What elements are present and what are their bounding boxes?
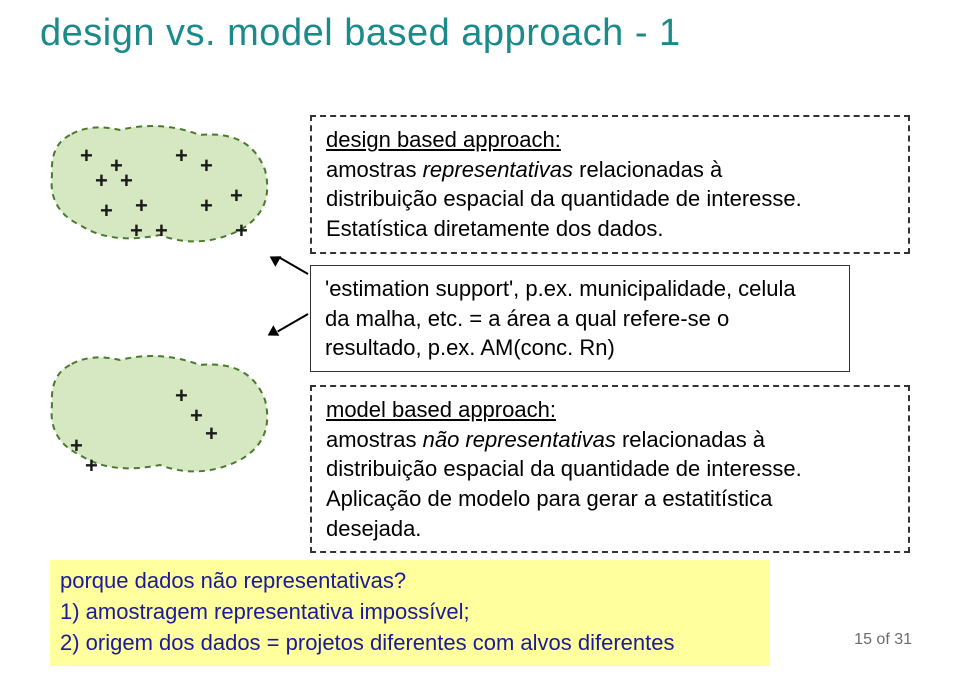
- design-cross: +: [120, 170, 133, 192]
- model-cross: +: [205, 423, 218, 445]
- box1-l2c: relacionadas à: [573, 157, 722, 182]
- slide-stage: +++++++++++++ +++++ design based approac…: [40, 55, 920, 655]
- box1-l3: distribuição espacial da quantidade de i…: [326, 184, 894, 214]
- ybox-l1: porque dados não representativas?: [60, 566, 760, 597]
- box3-l2a: amostras: [326, 427, 423, 452]
- box3-l2b: não representativas: [423, 427, 616, 452]
- design-cross: +: [175, 145, 188, 167]
- box1-l2b: representativas: [423, 157, 573, 182]
- design-cross: +: [130, 220, 143, 242]
- design-cross: +: [235, 220, 248, 242]
- slide-title: design vs. model based approach - 1: [40, 12, 920, 55]
- box2-l3: resultado, p.ex. AM(conc. Rn): [325, 333, 835, 363]
- model-cross: +: [175, 385, 188, 407]
- page-number: 15 of 31: [854, 631, 912, 649]
- ybox-l2: 1) amostragem representativa impossível;: [60, 597, 760, 628]
- arrow-2-head: [265, 325, 280, 340]
- box3-l4: Aplicação de modelo para gerar a estatit…: [326, 484, 894, 514]
- design-blob: +++++++++++++: [40, 115, 290, 265]
- design-cross: +: [100, 200, 113, 222]
- model-based-box: model based approach: amostras não repre…: [310, 385, 910, 553]
- box1-l2a: amostras: [326, 157, 423, 182]
- design-cross: +: [200, 155, 213, 177]
- design-cross: +: [95, 170, 108, 192]
- box2-l2: da malha, etc. = a área a qual refere-se…: [325, 304, 835, 334]
- design-cross: +: [230, 185, 243, 207]
- estimation-support-box: 'estimation support', p.ex. municipalida…: [310, 265, 850, 372]
- design-based-box: design based approach: amostras represen…: [310, 115, 910, 254]
- box3-l3: distribuição espacial da quantidade de i…: [326, 454, 894, 484]
- box3-l5: desejada.: [326, 514, 894, 544]
- model-cross: +: [190, 405, 203, 427]
- box3-l2c: relacionadas à: [616, 427, 765, 452]
- arrow-2-shaft: [277, 313, 308, 332]
- design-cross: +: [155, 220, 168, 242]
- model-blob: +++++: [40, 345, 290, 495]
- box1-title: design based approach:: [326, 127, 561, 152]
- box3-title: model based approach:: [326, 397, 556, 422]
- box1-l4: Estatística diretamente dos dados.: [326, 214, 894, 244]
- box2-l1: 'estimation support', p.ex. municipalida…: [325, 274, 835, 304]
- design-cross: +: [200, 195, 213, 217]
- model-cross: +: [85, 455, 98, 477]
- arrow-1-shaft: [279, 257, 309, 275]
- ybox-l3: 2) origem dos dados = projetos diferente…: [60, 628, 760, 659]
- why-not-representative-box: porque dados não representativas? 1) amo…: [50, 560, 770, 666]
- design-cross: +: [80, 145, 93, 167]
- design-cross: +: [135, 195, 148, 217]
- model-cross: +: [70, 435, 83, 457]
